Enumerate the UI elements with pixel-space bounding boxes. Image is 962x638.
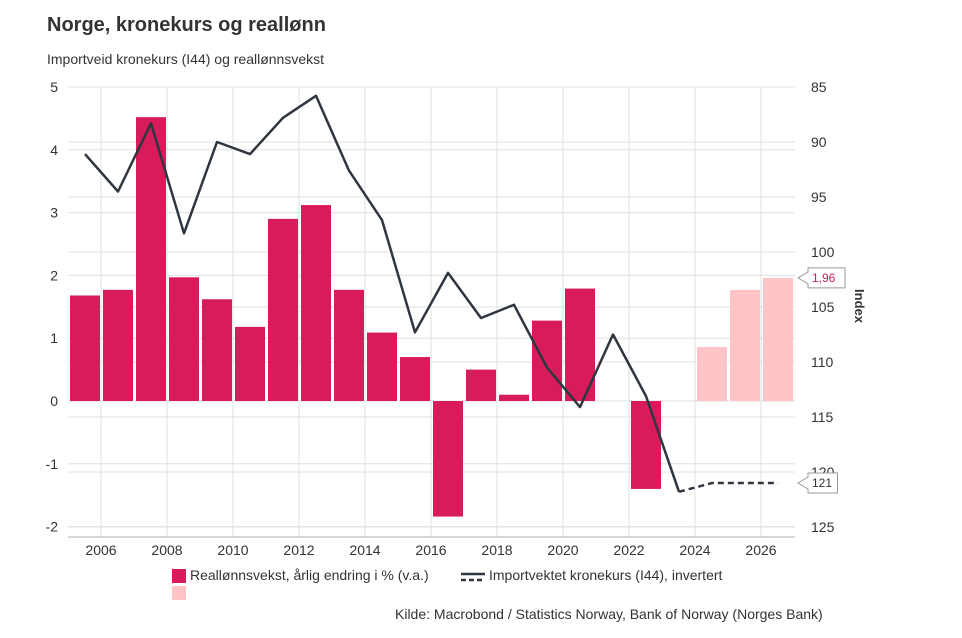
y-right-tick-110: 110 bbox=[811, 354, 834, 370]
bar-2015 bbox=[367, 332, 397, 401]
x-tick-2014: 2014 bbox=[349, 542, 380, 558]
y-left-tick-5: 5 bbox=[50, 79, 58, 95]
y-right-tick-100: 100 bbox=[811, 244, 835, 260]
legend-swatch-line bbox=[461, 572, 485, 582]
bar-2007 bbox=[103, 289, 133, 401]
chart-subtitle: Importveid kronekurs (I44) og reallønnsv… bbox=[47, 51, 324, 67]
bar-2013 bbox=[301, 205, 331, 401]
tick-labels: 2006 2008 2010 2012 2014 2016 2018 2020 2022 2024… bbox=[46, 79, 835, 558]
x-tick-2022: 2022 bbox=[613, 542, 644, 558]
bar-2006 bbox=[70, 295, 100, 401]
bar-2019 bbox=[499, 394, 529, 401]
y-left-tick--2: -2 bbox=[46, 519, 59, 535]
callouts: 1,96 121 bbox=[797, 267, 846, 494]
y-left-tick-3: 3 bbox=[50, 205, 58, 221]
y-right-tick-90: 90 bbox=[811, 134, 827, 150]
x-tick-2008: 2008 bbox=[151, 542, 182, 558]
grid-lines bbox=[68, 86, 795, 537]
x-tick-2020: 2020 bbox=[547, 542, 578, 558]
bar-2010 bbox=[202, 299, 232, 401]
bar-2027 bbox=[763, 277, 793, 401]
x-tick-2006: 2006 bbox=[85, 542, 116, 558]
source-note: Kilde: Macrobond / Statistics Norway, Ba… bbox=[395, 606, 823, 622]
bar-2011 bbox=[235, 326, 265, 401]
y-left-tick--1: -1 bbox=[46, 456, 59, 472]
bar-2025 bbox=[697, 346, 727, 401]
line-series bbox=[84, 94, 778, 494]
y-right-tick-125: 125 bbox=[811, 519, 835, 535]
bar-2023 bbox=[631, 401, 661, 489]
x-tick-2024: 2024 bbox=[679, 542, 710, 558]
bar-2016 bbox=[400, 357, 430, 401]
bar-2012 bbox=[268, 218, 298, 401]
x-tick-2018: 2018 bbox=[481, 542, 512, 558]
x-tick-2012: 2012 bbox=[283, 542, 314, 558]
callout-bar-last-text: 1,96 bbox=[812, 271, 836, 285]
right-axis-label: Index bbox=[852, 289, 867, 324]
y-left-tick-1: 1 bbox=[50, 330, 58, 346]
y-left-tick-4: 4 bbox=[50, 142, 58, 158]
callout-bar-last-box bbox=[797, 267, 846, 289]
x-tick-2010: 2010 bbox=[217, 542, 248, 558]
legend-swatch-bars bbox=[172, 569, 186, 600]
line-projection bbox=[678, 481, 778, 494]
legend-label-line: Importvektet kronekurs (I44), invertert bbox=[489, 567, 723, 583]
y-right-tick-85: 85 bbox=[811, 79, 827, 95]
y-left-tick-2: 2 bbox=[50, 267, 58, 283]
bar-2026 bbox=[730, 289, 760, 401]
chart-title: Norge, kronekurs og reallønn bbox=[47, 14, 326, 36]
x-tick-2026: 2026 bbox=[745, 542, 776, 558]
y-right-tick-105: 105 bbox=[811, 299, 835, 315]
callout-line-last-box bbox=[797, 472, 838, 494]
bar-2020 bbox=[532, 320, 562, 401]
bar-2009 bbox=[169, 277, 199, 401]
line-actual bbox=[84, 94, 681, 493]
y-right-tick-95: 95 bbox=[811, 189, 827, 205]
bar-2017 bbox=[433, 401, 463, 517]
y-right-tick-115: 115 bbox=[811, 409, 834, 425]
y-left-tick-0: 0 bbox=[50, 393, 58, 409]
bar-2018 bbox=[466, 369, 496, 401]
chart-plot: 2006 2008 2010 2012 2014 2016 2018 2020 2022 2024… bbox=[46, 79, 867, 558]
bar-2008 bbox=[136, 117, 166, 402]
bar-2014 bbox=[334, 289, 364, 401]
legend-label-bars: Reallønnsvekst, årlig endring i % (v.a.) bbox=[190, 567, 429, 583]
x-tick-2016: 2016 bbox=[415, 542, 446, 558]
bar-series bbox=[70, 117, 793, 517]
callout-line-last-text: 121 bbox=[812, 476, 832, 490]
